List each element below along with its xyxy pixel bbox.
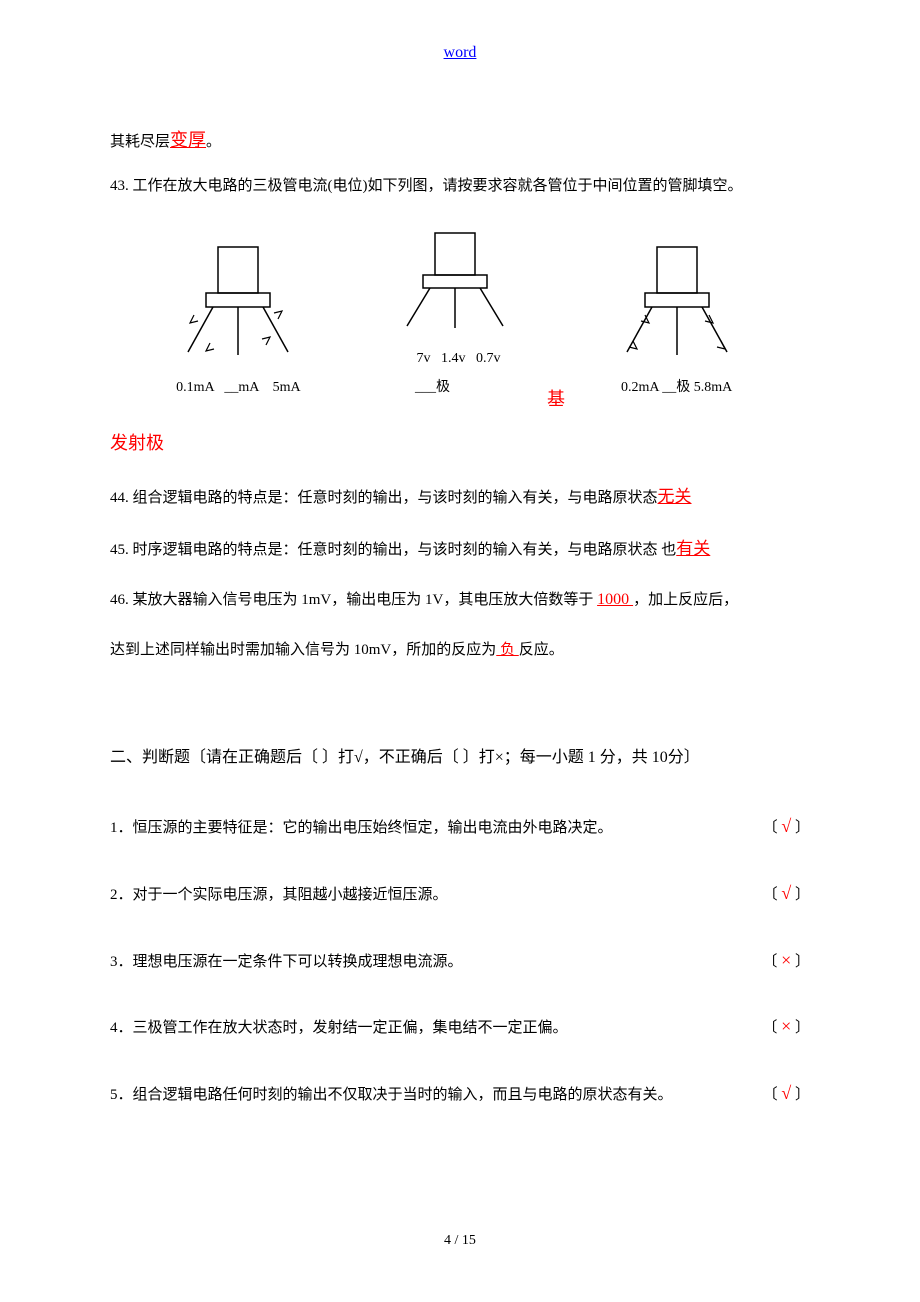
answer-ji: 基 — [547, 385, 565, 414]
q44-prefix: 44. 组合逻辑电路的特点是：任意时刻的输出，与该时刻的输入有关，与电路原状态 — [110, 490, 658, 506]
judge-4-text: 4．三极管工作在放大状态时，发射结一定正偏，集电结不一定正偏。 — [110, 1016, 730, 1040]
section-2-heading: 二、判断题〔请在正确题后〔 〕打√，不正确后〔 〕打×；每一小题 1 分，共 1… — [110, 742, 810, 774]
q45-answer: 有关 — [676, 539, 710, 558]
transistor-diagrams: 0.1mA __mA 5mA 7v 1.4v 0.7v ___极 基 0.2mA — [110, 228, 810, 399]
judge-5: 5．组合逻辑电路任何时刻的输出不仅取决于当时的输入，而且与电路的原状态有关。 〔… — [110, 1079, 810, 1108]
transistor-3-labels: 0.2mA __极 5.8mA — [592, 377, 762, 399]
transistor-2-labels: 7v 1.4v 0.7v — [375, 348, 535, 370]
line-42-suffix: 。 — [206, 134, 221, 150]
judge-4-mark: 〔 × 〕 — [730, 1012, 810, 1041]
q46-line2: 达到上述同样输出时需加输入信号为 10mV，所加的反应为 负 反应。 — [110, 638, 810, 662]
q46-p2a: 达到上述同样输出时需加输入信号为 10mV，所加的反应为 — [110, 642, 496, 658]
judge-1-text: 1．恒压源的主要特征是：它的输出电压始终恒定，输出电流由外电路决定。 — [110, 816, 730, 840]
judge-5-mark: 〔 √ 〕 — [730, 1079, 810, 1108]
judge-3: 3．理想电压源在一定条件下可以转换成理想电流源。 〔 × 〕 — [110, 946, 810, 975]
line-42-prefix: 其耗尽层 — [110, 134, 170, 150]
transistor-1-svg — [158, 237, 318, 377]
page-footer: 4 / 15 — [0, 1230, 920, 1252]
line-42: 其耗尽层变厚。 — [110, 126, 810, 155]
answer-emitter: 发射极 — [110, 429, 810, 458]
transistor-2-svg — [375, 228, 535, 348]
q43-text: 43. 工作在放大电路的三极管电流(电位)如下列图，请按要求容就各管位于中间位置… — [110, 174, 810, 198]
judge-2: 2．对于一个实际电压源，其阻越小越接近恒压源。 〔 √ 〕 — [110, 879, 810, 908]
judge-3-mark: 〔 × 〕 — [730, 946, 810, 975]
header-title: word — [110, 40, 810, 66]
judge-1: 1．恒压源的主要特征是：它的输出电压始终恒定，输出电流由外电路决定。 〔 √ 〕 — [110, 812, 810, 841]
transistor-2-sub: ___极 — [375, 377, 535, 399]
judge-5-text: 5．组合逻辑电路任何时刻的输出不仅取决于当时的输入，而且与电路的原状态有关。 — [110, 1083, 730, 1107]
transistor-3-svg — [592, 237, 762, 377]
judge-2-mark: 〔 √ 〕 — [730, 879, 810, 908]
transistor-2: 7v 1.4v 0.7v ___极 基 — [375, 228, 535, 399]
q46-ans1: 1000 — [597, 591, 633, 608]
line-42-answer: 变厚 — [170, 130, 206, 150]
q45: 45. 时序逻辑电路的特点是：任意时刻的输出，与该时刻的输入有关，与电路原状态 … — [110, 535, 810, 562]
judge-1-mark: 〔 √ 〕 — [730, 812, 810, 841]
judge-2-text: 2．对于一个实际电压源，其阻越小越接近恒压源。 — [110, 883, 730, 907]
q46-p1a: 46. 某放大器输入信号电压为 1mV，输出电压为 1V，其电压放大倍数等于 — [110, 592, 597, 608]
q45-prefix: 45. 时序逻辑电路的特点是：任意时刻的输出，与该时刻的输入有关，与电路原状态 … — [110, 542, 676, 558]
transistor-1: 0.1mA __mA 5mA — [158, 237, 318, 399]
judge-3-text: 3．理想电压源在一定条件下可以转换成理想电流源。 — [110, 950, 730, 974]
q46-p1b: ，加上反应后， — [633, 592, 738, 608]
judge-4: 4．三极管工作在放大状态时，发射结一定正偏，集电结不一定正偏。 〔 × 〕 — [110, 1012, 810, 1041]
q46-p2b: 反应。 — [519, 642, 564, 658]
q44-answer: 无关 — [658, 487, 692, 506]
q46-line1: 46. 某放大器输入信号电压为 1mV，输出电压为 1V，其电压放大倍数等于 1… — [110, 587, 810, 613]
q46-ans2: 负 — [496, 642, 519, 658]
transistor-1-labels: 0.1mA __mA 5mA — [158, 377, 318, 399]
transistor-3: 0.2mA __极 5.8mA — [592, 237, 762, 399]
q44: 44. 组合逻辑电路的特点是：任意时刻的输出，与该时刻的输入有关，与电路原状态无… — [110, 483, 810, 510]
